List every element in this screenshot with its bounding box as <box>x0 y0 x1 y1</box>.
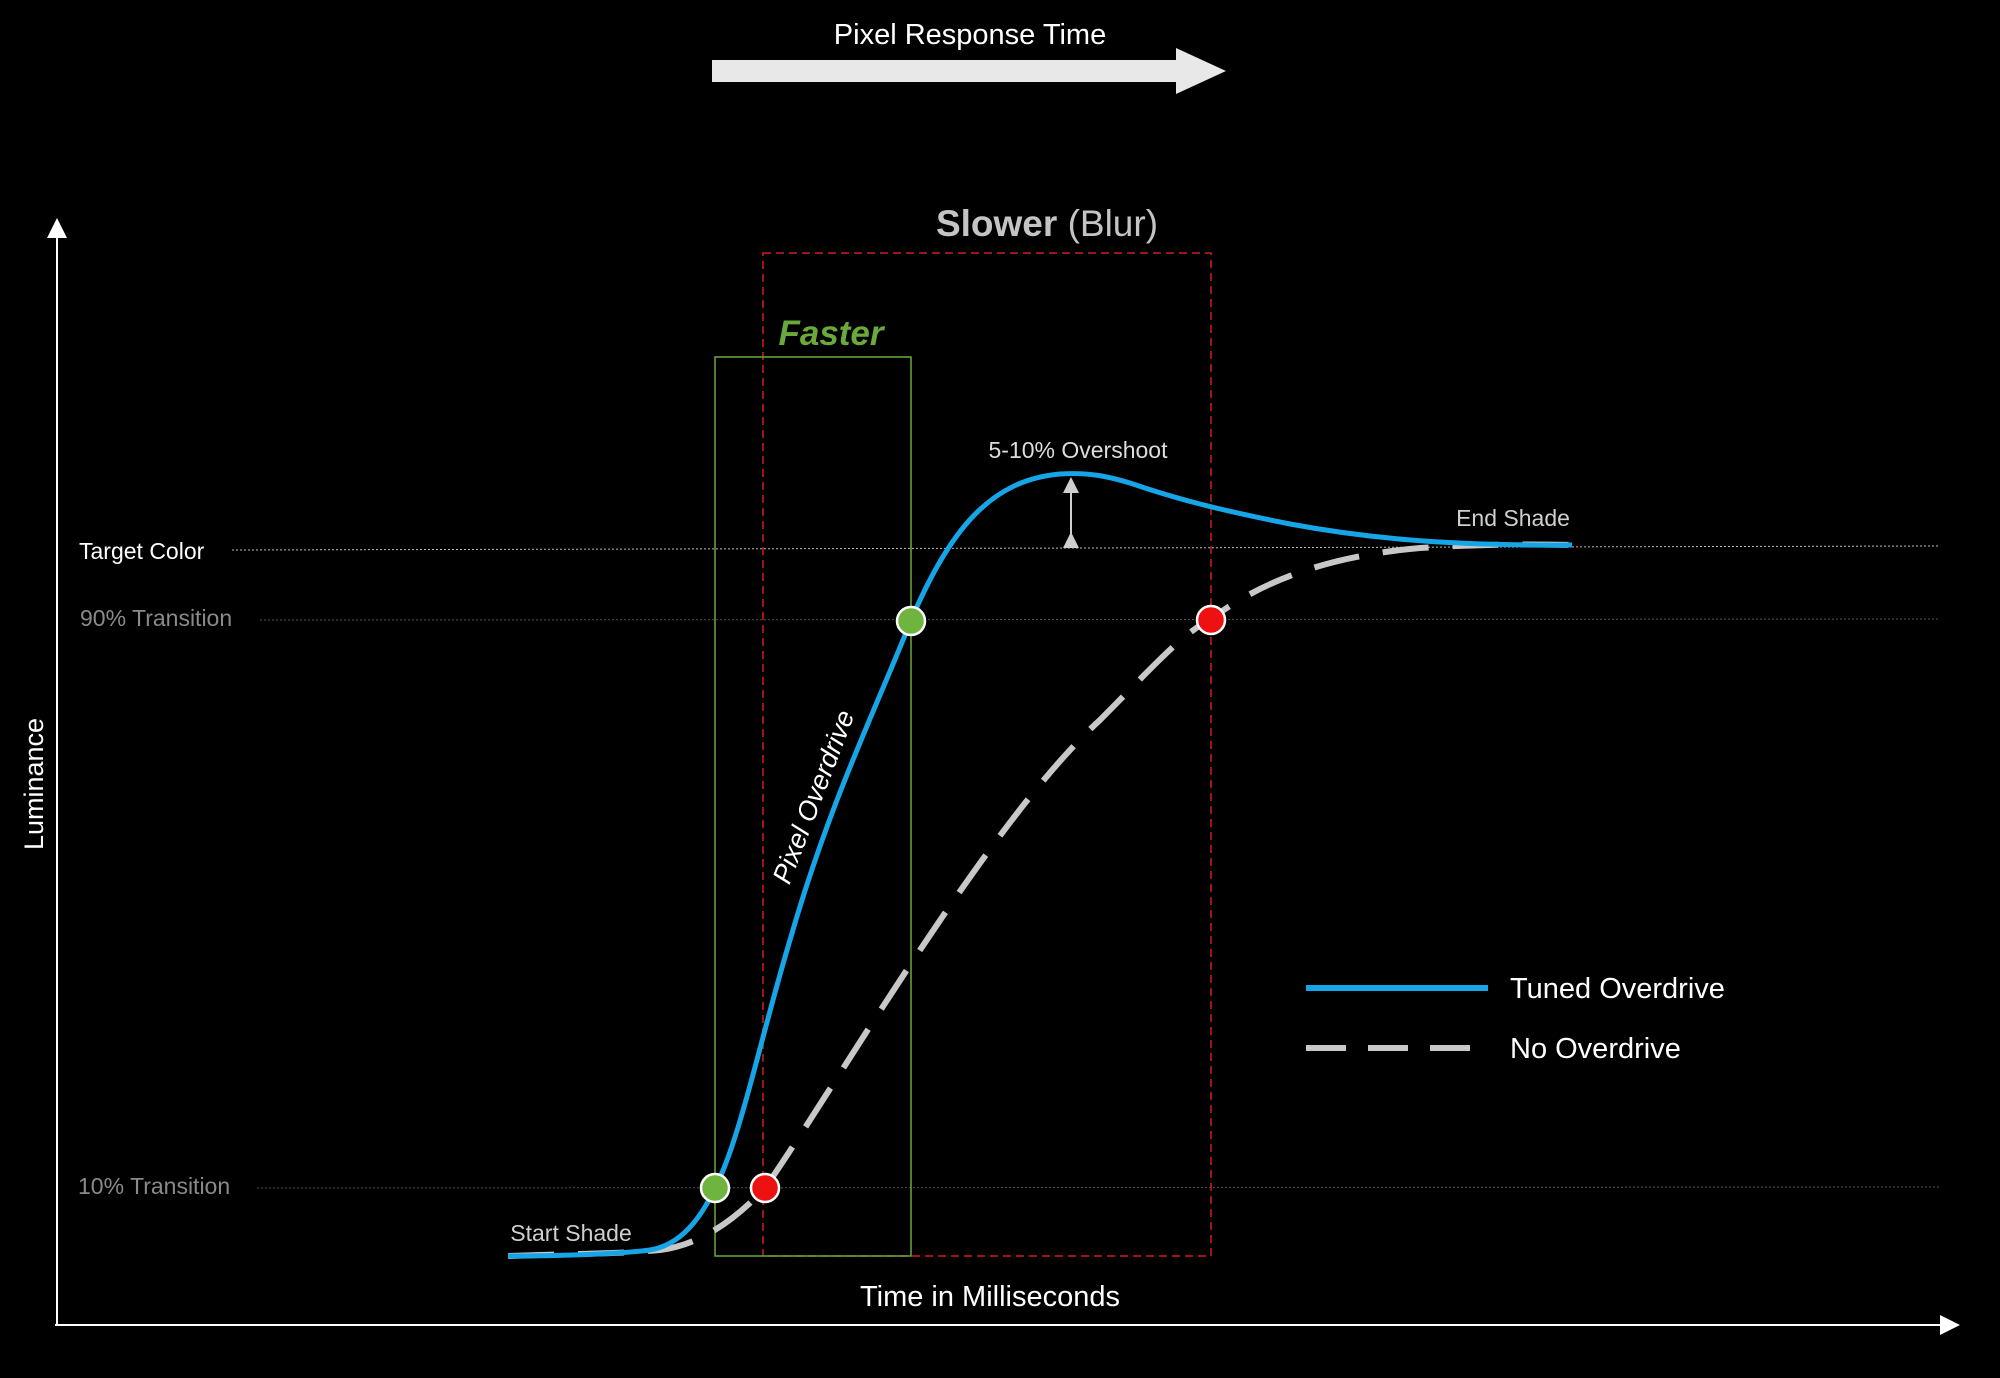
slower-window <box>762 252 1212 1257</box>
legend-tuned-label: Tuned Overdrive <box>1510 973 1725 1005</box>
tuned-overdrive-curve <box>507 471 1573 1259</box>
legend-no-od-label: No Overdrive <box>1510 1033 1681 1065</box>
faster-window <box>714 356 912 1257</box>
overshoot-label: 5-10% Overshoot <box>989 437 1169 463</box>
no-od-90-marker <box>1195 604 1227 636</box>
transition-90-label: 90% Transition <box>80 605 232 631</box>
slower-bold-text: Slower <box>936 203 1057 244</box>
y-axis-label: Luminance <box>19 718 49 850</box>
no-overdrive-curve <box>507 541 1573 1259</box>
transition-90-line <box>259 618 1941 621</box>
x-axis-label: Time in Milliseconds <box>860 1281 1120 1313</box>
slower-label: Slower (Blur) <box>936 203 1158 244</box>
faster-label: Faster <box>778 314 885 353</box>
target-color-label: Target Color <box>79 538 205 564</box>
legend: Tuned Overdrive No Overdrive <box>1306 973 1725 1065</box>
right-arrow-icon <box>712 48 1226 94</box>
end-shade-label: End Shade <box>1456 505 1570 531</box>
slower-rest-text: (Blur) <box>1057 203 1158 244</box>
transition-10-label: 10% Transition <box>78 1173 230 1199</box>
transition-10-line <box>256 1186 1941 1189</box>
target-color-line <box>231 545 1941 551</box>
tuned-90-marker <box>895 605 927 637</box>
no-od-10-marker <box>749 1172 781 1204</box>
start-shade-label: Start Shade <box>510 1220 631 1246</box>
header-title: Pixel Response Time <box>834 19 1106 51</box>
tuned-10-marker <box>699 1172 731 1204</box>
